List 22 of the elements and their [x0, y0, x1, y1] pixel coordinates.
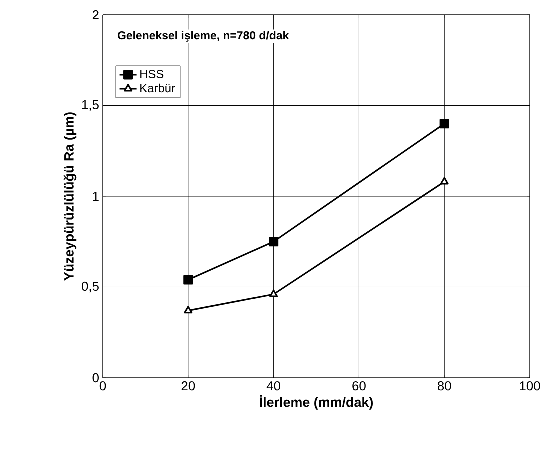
y-tick-label: 1 — [93, 192, 99, 201]
point — [184, 306, 193, 314]
point — [269, 237, 279, 247]
y-tick-label: 1,5 — [82, 100, 99, 112]
point — [440, 177, 449, 185]
x-tick-label: 80 — [438, 382, 452, 391]
x-tick-label: 40 — [266, 382, 281, 391]
x-tick-label: 0 — [100, 382, 106, 391]
x-tick-label: 60 — [352, 382, 366, 391]
x-tick-label: 100 — [520, 382, 540, 391]
legend-label: HSS — [140, 70, 164, 78]
y-axis-title: Yüzeypürüzlülüğü Ra (µm) — [64, 112, 77, 281]
x-axis-title: İlerleme (mm/dak) — [260, 396, 373, 410]
y-tick-label: 0 — [92, 373, 99, 383]
y-tick-label: 0,5 — [82, 282, 99, 293]
y-tick-label: 2 — [92, 10, 99, 20]
point — [184, 275, 194, 285]
point — [440, 119, 450, 129]
legend-title: Geleneksel işleme, n=780 d/dak — [118, 31, 290, 42]
x-tick-label: 20 — [182, 382, 196, 391]
legend-label: Karbür — [140, 84, 176, 93]
point — [270, 290, 278, 298]
